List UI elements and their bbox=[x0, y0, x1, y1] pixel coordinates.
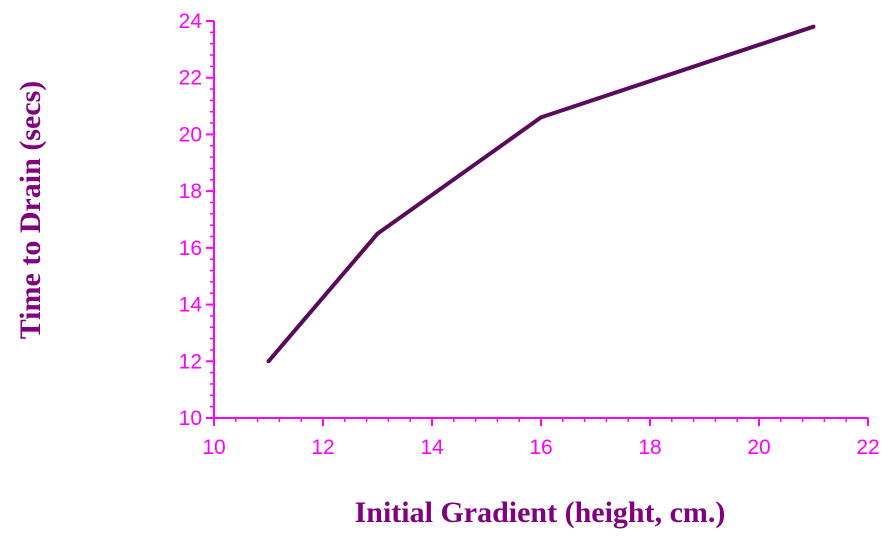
y-axis-title: Time to Drain (secs) bbox=[14, 81, 47, 340]
series-line bbox=[266, 24, 815, 363]
y-axis: 10 12 14 16 18 20 22 24 bbox=[179, 10, 215, 430]
y-tick-label: 16 bbox=[179, 237, 202, 260]
data-point bbox=[539, 115, 543, 120]
y-tick-label: 24 bbox=[179, 10, 203, 33]
x-tick-label: 18 bbox=[638, 436, 661, 459]
x-tick-label: 10 bbox=[202, 436, 225, 459]
x-tick-label: 20 bbox=[747, 436, 770, 459]
series-group bbox=[266, 24, 816, 364]
x-tick-label: 16 bbox=[529, 436, 552, 459]
data-point bbox=[266, 359, 271, 364]
y-tick-label: 22 bbox=[179, 67, 202, 90]
x-axis: 10 12 14 16 18 20 22 bbox=[202, 417, 880, 459]
x-tick-label: 14 bbox=[420, 436, 444, 459]
x-tick-label: 22 bbox=[856, 436, 879, 459]
y-tick-label: 20 bbox=[179, 123, 202, 146]
y-tick-label: 12 bbox=[179, 350, 202, 373]
x-tick-label: 12 bbox=[311, 436, 334, 459]
data-point bbox=[375, 231, 380, 236]
y-tick-label: 18 bbox=[179, 180, 202, 203]
x-axis-title: Initial Gradient (height, cm.) bbox=[355, 496, 726, 529]
y-tick-label: 10 bbox=[179, 407, 202, 430]
data-point bbox=[811, 24, 816, 29]
y-tick-label: 14 bbox=[179, 294, 203, 317]
